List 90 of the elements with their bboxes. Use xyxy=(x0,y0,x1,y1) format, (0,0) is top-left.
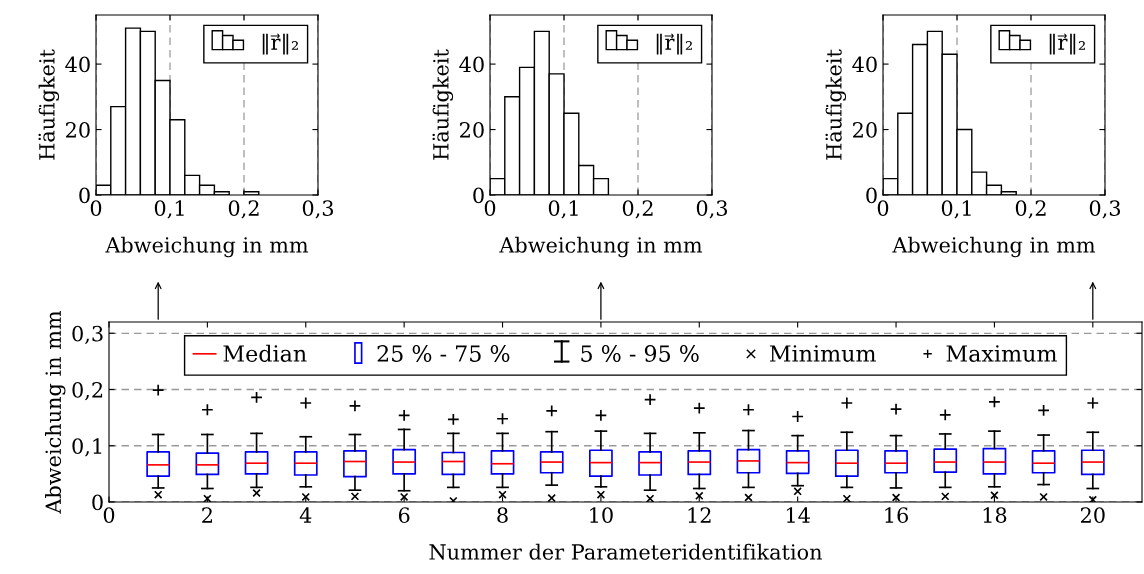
point xyxy=(496,412,509,425)
y-tick-label: 0 xyxy=(92,494,103,511)
point xyxy=(203,494,212,502)
point xyxy=(840,396,854,410)
x-tick-label: 0,2 xyxy=(228,200,259,219)
y-axis-title: Häufigkeit xyxy=(38,49,60,160)
point xyxy=(252,488,261,498)
point xyxy=(545,404,558,418)
x-tick-label: 6 xyxy=(398,507,410,523)
point xyxy=(596,490,606,499)
point xyxy=(594,409,608,422)
x-tick-label: 0,3 xyxy=(302,200,334,219)
legend-label: ‖r⃗‖₂ xyxy=(262,33,298,55)
point xyxy=(793,487,802,496)
y-axis-title: Häufigkeit xyxy=(825,49,847,160)
x-tick-label: 0,1 xyxy=(154,200,184,219)
annotation: Median xyxy=(223,344,307,362)
x-tick-label: 0,3 xyxy=(1089,200,1121,219)
annotation: 5 % - 95 % xyxy=(581,345,699,362)
x-tick-label: 12 xyxy=(688,507,711,523)
x-tick-label: 2 xyxy=(202,507,212,523)
legend-label: 25 % - 75 % xyxy=(377,345,510,362)
point xyxy=(988,395,1001,409)
y-tick-label: 0,2 xyxy=(72,381,103,401)
point xyxy=(941,492,950,501)
point xyxy=(842,494,852,502)
x-axis-title: Abweichung in mm xyxy=(499,236,703,258)
y-tick-label: 0,3 xyxy=(72,325,103,344)
point xyxy=(1086,396,1100,410)
y-tick-label: 40 xyxy=(65,56,90,73)
x-tick-label: 0,1 xyxy=(548,200,578,219)
point xyxy=(350,492,360,501)
point xyxy=(301,492,310,502)
x-tick-label: 0,1 xyxy=(941,200,971,219)
x-axis-title: Abweichung in mm xyxy=(892,236,1096,258)
y-axis-title: Abweichung in mm xyxy=(44,310,66,514)
point xyxy=(153,490,163,499)
x-axis-title: Abweichung in mm xyxy=(105,236,309,258)
x-tick-label: 4 xyxy=(299,507,312,523)
point xyxy=(889,402,903,416)
y-tick-label: 20 xyxy=(460,122,484,138)
x-tick-label: 0,2 xyxy=(622,200,653,219)
point xyxy=(744,493,753,502)
x-tick-label: 8 xyxy=(497,507,508,523)
x-tick-label: 0,2 xyxy=(1015,200,1046,219)
point xyxy=(151,383,165,397)
point xyxy=(1039,492,1048,502)
point xyxy=(250,391,263,404)
y-tick-label: 20 xyxy=(853,122,877,138)
legend-label: Minimum xyxy=(769,345,876,362)
y-tick-label: 0 xyxy=(79,187,90,204)
point xyxy=(990,491,999,500)
point xyxy=(498,490,507,499)
point xyxy=(939,408,952,422)
legend-label: ‖r⃗‖₂ xyxy=(1049,33,1085,55)
x-tick-label: 20 xyxy=(1080,507,1105,523)
y-tick-label: 0 xyxy=(866,187,877,204)
point xyxy=(397,409,411,422)
point xyxy=(547,493,556,502)
point xyxy=(891,493,901,502)
y-tick-label: 40 xyxy=(852,56,877,73)
y-tick-label: 20 xyxy=(66,122,90,138)
x-tick-label: 14 xyxy=(786,507,810,523)
x-tick-label: 0 xyxy=(877,200,889,216)
point xyxy=(693,401,706,415)
point xyxy=(447,413,460,426)
y-tick-label: 0,1 xyxy=(72,438,102,457)
point xyxy=(742,403,755,416)
point xyxy=(643,393,657,406)
point xyxy=(645,494,655,502)
x-axis-title: Nummer der Parameteridentifikation xyxy=(429,543,822,560)
x-tick-label: 0 xyxy=(103,507,115,523)
legend-label: ‖r⃗‖₂ xyxy=(656,33,692,55)
point xyxy=(348,399,362,413)
point xyxy=(695,491,704,501)
x-tick-label: 0 xyxy=(484,200,496,216)
legend-label: Maximum xyxy=(946,345,1057,362)
y-axis-title: Häufigkeit xyxy=(432,49,454,160)
point xyxy=(1037,404,1050,417)
x-tick-label: 0,3 xyxy=(696,200,728,219)
x-tick-label: 10 xyxy=(590,507,613,523)
x-tick-label: 16 xyxy=(885,507,908,523)
point xyxy=(1088,495,1098,502)
point xyxy=(299,396,312,410)
point xyxy=(791,410,804,423)
y-tick-label: 40 xyxy=(459,56,484,73)
y-tick-label: 0 xyxy=(473,187,484,204)
point xyxy=(201,403,214,416)
point xyxy=(399,492,409,502)
x-tick-label: 18 xyxy=(983,507,1007,523)
